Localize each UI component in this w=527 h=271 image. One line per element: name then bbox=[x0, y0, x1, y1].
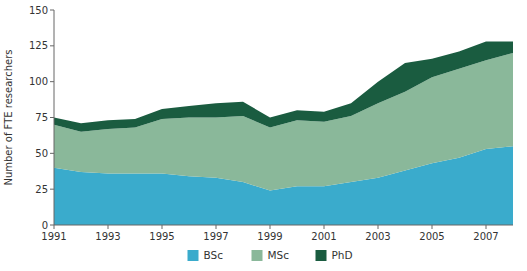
legend-label: PhD bbox=[332, 249, 353, 261]
y-tick bbox=[50, 225, 54, 226]
y-tick-label: 75 bbox=[35, 112, 48, 123]
x-tick bbox=[378, 225, 379, 229]
x-tick-label: 2003 bbox=[365, 231, 390, 242]
y-tick-label: 125 bbox=[29, 40, 48, 51]
x-tick bbox=[216, 225, 217, 229]
y-tick-label: 50 bbox=[35, 148, 48, 159]
legend: BSc MSc PhD bbox=[188, 249, 353, 261]
x-tick-label: 1991 bbox=[41, 231, 66, 242]
x-tick-label: 1997 bbox=[203, 231, 228, 242]
y-tick bbox=[50, 189, 54, 190]
y-tick-label: 25 bbox=[35, 184, 48, 195]
x-tick-label: 1999 bbox=[257, 231, 282, 242]
y-tick bbox=[50, 117, 54, 118]
legend-swatch bbox=[188, 250, 199, 261]
area bbox=[54, 42, 513, 132]
chart: 1991 1993 1995 1997 1999 2001 2003 2005 2007 0 25 5… bbox=[0, 0, 527, 271]
x-tick bbox=[54, 225, 55, 229]
y-tick bbox=[50, 45, 54, 46]
y-tick bbox=[50, 81, 54, 82]
legend-label: MSc bbox=[268, 249, 290, 261]
x-tick-label: 1995 bbox=[149, 231, 174, 242]
x-tick-label: 1993 bbox=[95, 231, 120, 242]
y-tick bbox=[50, 153, 54, 154]
y-tick-label: 0 bbox=[42, 220, 48, 231]
legend-label: BSc bbox=[204, 249, 224, 261]
x-tick bbox=[486, 225, 487, 229]
y-axis-label: Number of FTE researchers bbox=[3, 49, 14, 185]
y-tick bbox=[50, 10, 54, 11]
legend-swatch bbox=[316, 250, 327, 261]
x-tick-label: 2007 bbox=[473, 231, 498, 242]
y-tick-label: 100 bbox=[29, 76, 48, 87]
x-tick bbox=[324, 225, 325, 229]
plot-area bbox=[54, 42, 513, 225]
x-tick bbox=[432, 225, 433, 229]
legend-swatch bbox=[252, 250, 263, 261]
x-tick-label: 2001 bbox=[311, 231, 336, 242]
x-tick-label: 2005 bbox=[419, 231, 444, 242]
y-tick-label: 150 bbox=[29, 5, 48, 16]
x-tick bbox=[108, 225, 109, 229]
x-tick bbox=[270, 225, 271, 229]
x-tick bbox=[162, 225, 163, 229]
x-axis-line bbox=[54, 225, 513, 226]
